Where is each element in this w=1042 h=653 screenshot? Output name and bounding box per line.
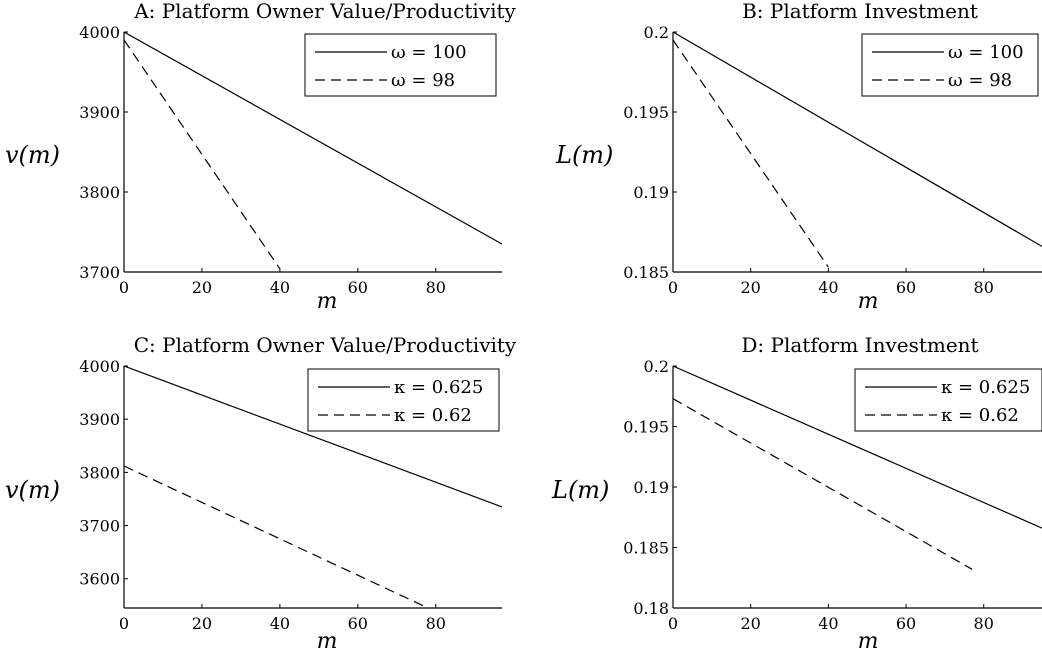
x-tick-label: 40 [818, 614, 838, 633]
panel-a-title: A: Platform Owner Value/Productivity [133, 0, 516, 23]
y-tick-label: 3700 [79, 263, 120, 282]
panel-d-legend: κ = 0.625 κ = 0.62 [854, 368, 1042, 432]
x-tick-label: 80 [974, 614, 994, 633]
x-tick-label: 0 [668, 278, 678, 297]
x-tick-label: 40 [270, 278, 290, 297]
panel-b-xlabel: m [858, 289, 879, 314]
y-tick-label: 0.19 [633, 183, 669, 202]
y-tick-label: 3900 [79, 410, 120, 429]
legend-box [304, 33, 497, 97]
legend-label: ω = 100 [391, 42, 467, 63]
series-line-solid [672, 365, 1042, 529]
panel-c-axes: 0 20 40 60 80 3600 3700 3800 3900 4000 [79, 357, 502, 633]
legend-box [854, 368, 1042, 432]
panel-b-axes: 0 20 40 60 80 0.185 0.19 0.195 0.2 [623, 23, 1042, 297]
panel-c-lines [123, 365, 503, 609]
panel-c-ylabel: v(m) [5, 476, 60, 504]
y-tick-label: 0.185 [623, 539, 669, 558]
y-tick-label: 0.18 [633, 599, 669, 618]
panel-a-axes: 0 20 40 60 80 3700 3800 3900 4000 [79, 23, 502, 297]
series-line-dashed [672, 398, 973, 570]
y-tick-label: 4000 [79, 357, 120, 376]
legend-label: κ = 0.62 [941, 405, 1019, 426]
x-tick-label: 20 [192, 278, 212, 297]
y-tick-label: 0.185 [623, 263, 669, 282]
x-tick-label: 20 [741, 278, 761, 297]
panel-b-title: B: Platform Investment [742, 0, 978, 23]
panel-a: A: Platform Owner Value/Productivity v(m… [5, 0, 517, 314]
x-tick-label: 80 [426, 614, 446, 633]
y-tick-label: 0.2 [644, 23, 669, 42]
x-tick-label: 20 [192, 614, 212, 633]
panel-d: D: Platform Investment L(m) m 0 20 40 60 800… [551, 333, 1042, 653]
x-tick-label: 60 [896, 614, 916, 633]
series-line-solid [672, 31, 1042, 247]
panel-c-title: C: Platform Owner Value/Productivity [134, 333, 517, 357]
panel-d-axes: 0 20 40 60 80 0.18 0.185 0.19 0.195 0.2 [623, 357, 1042, 633]
legend-box [307, 368, 500, 432]
x-tick-label: 0 [668, 614, 678, 633]
panel-d-xlabel: m [858, 629, 879, 653]
series-line-dashed [123, 465, 429, 609]
legend-label: κ = 0.625 [394, 377, 483, 398]
legend-box [861, 33, 1039, 97]
panel-a-lines [123, 31, 503, 270]
y-tick-label: 0.195 [623, 103, 669, 122]
x-tick-label: 0 [119, 614, 129, 633]
y-tick-label: 3900 [79, 103, 120, 122]
series-line-dashed [672, 39, 829, 268]
y-tick-label: 3600 [79, 570, 120, 589]
legend-label: ω = 98 [948, 70, 1012, 91]
y-tick-label: 3800 [79, 463, 120, 482]
x-tick-label: 80 [426, 278, 446, 297]
legend-label: κ = 0.62 [394, 405, 472, 426]
y-tick-label: 0.19 [633, 478, 669, 497]
panel-a-xlabel: m [317, 289, 338, 314]
legend-label: ω = 98 [391, 70, 455, 91]
panel-a-ylabel: v(m) [5, 141, 60, 169]
panel-d-ylabel: L(m) [551, 476, 609, 504]
panel-d-lines [672, 365, 1042, 570]
panel-b-lines [672, 31, 1042, 268]
y-tick-label: 3800 [79, 183, 120, 202]
x-tick-label: 40 [818, 278, 838, 297]
panel-a-legend: ω = 100 ω = 98 [304, 33, 497, 97]
y-tick-label: 0.195 [623, 418, 669, 437]
x-tick-label: 20 [741, 614, 761, 633]
y-tick-label: 4000 [79, 23, 120, 42]
panel-b-ylabel: L(m) [555, 141, 613, 169]
x-tick-label: 80 [974, 278, 994, 297]
legend-label: κ = 0.625 [941, 377, 1030, 398]
x-tick-label: 60 [348, 614, 368, 633]
panel-b-legend: ω = 100 ω = 98 [861, 33, 1039, 97]
panel-c: C: Platform Owner Value/Productivity v(m… [5, 333, 517, 653]
panel-b: B: Platform Investment L(m) m 0 20 40 60 800… [555, 0, 1042, 314]
y-tick-label: 3700 [79, 517, 120, 536]
panel-c-legend: κ = 0.625 κ = 0.62 [307, 368, 500, 432]
x-tick-label: 60 [348, 278, 368, 297]
panel-c-xlabel: m [317, 629, 338, 653]
x-tick-label: 40 [270, 614, 290, 633]
series-line-solid [123, 31, 503, 245]
series-line-solid [123, 365, 503, 508]
panel-d-title: D: Platform Investment [741, 333, 978, 357]
y-tick-label: 0.2 [644, 357, 669, 376]
x-tick-label: 0 [119, 278, 129, 297]
series-line-dashed [123, 39, 281, 270]
x-tick-label: 60 [896, 278, 916, 297]
legend-label: ω = 100 [948, 42, 1024, 63]
